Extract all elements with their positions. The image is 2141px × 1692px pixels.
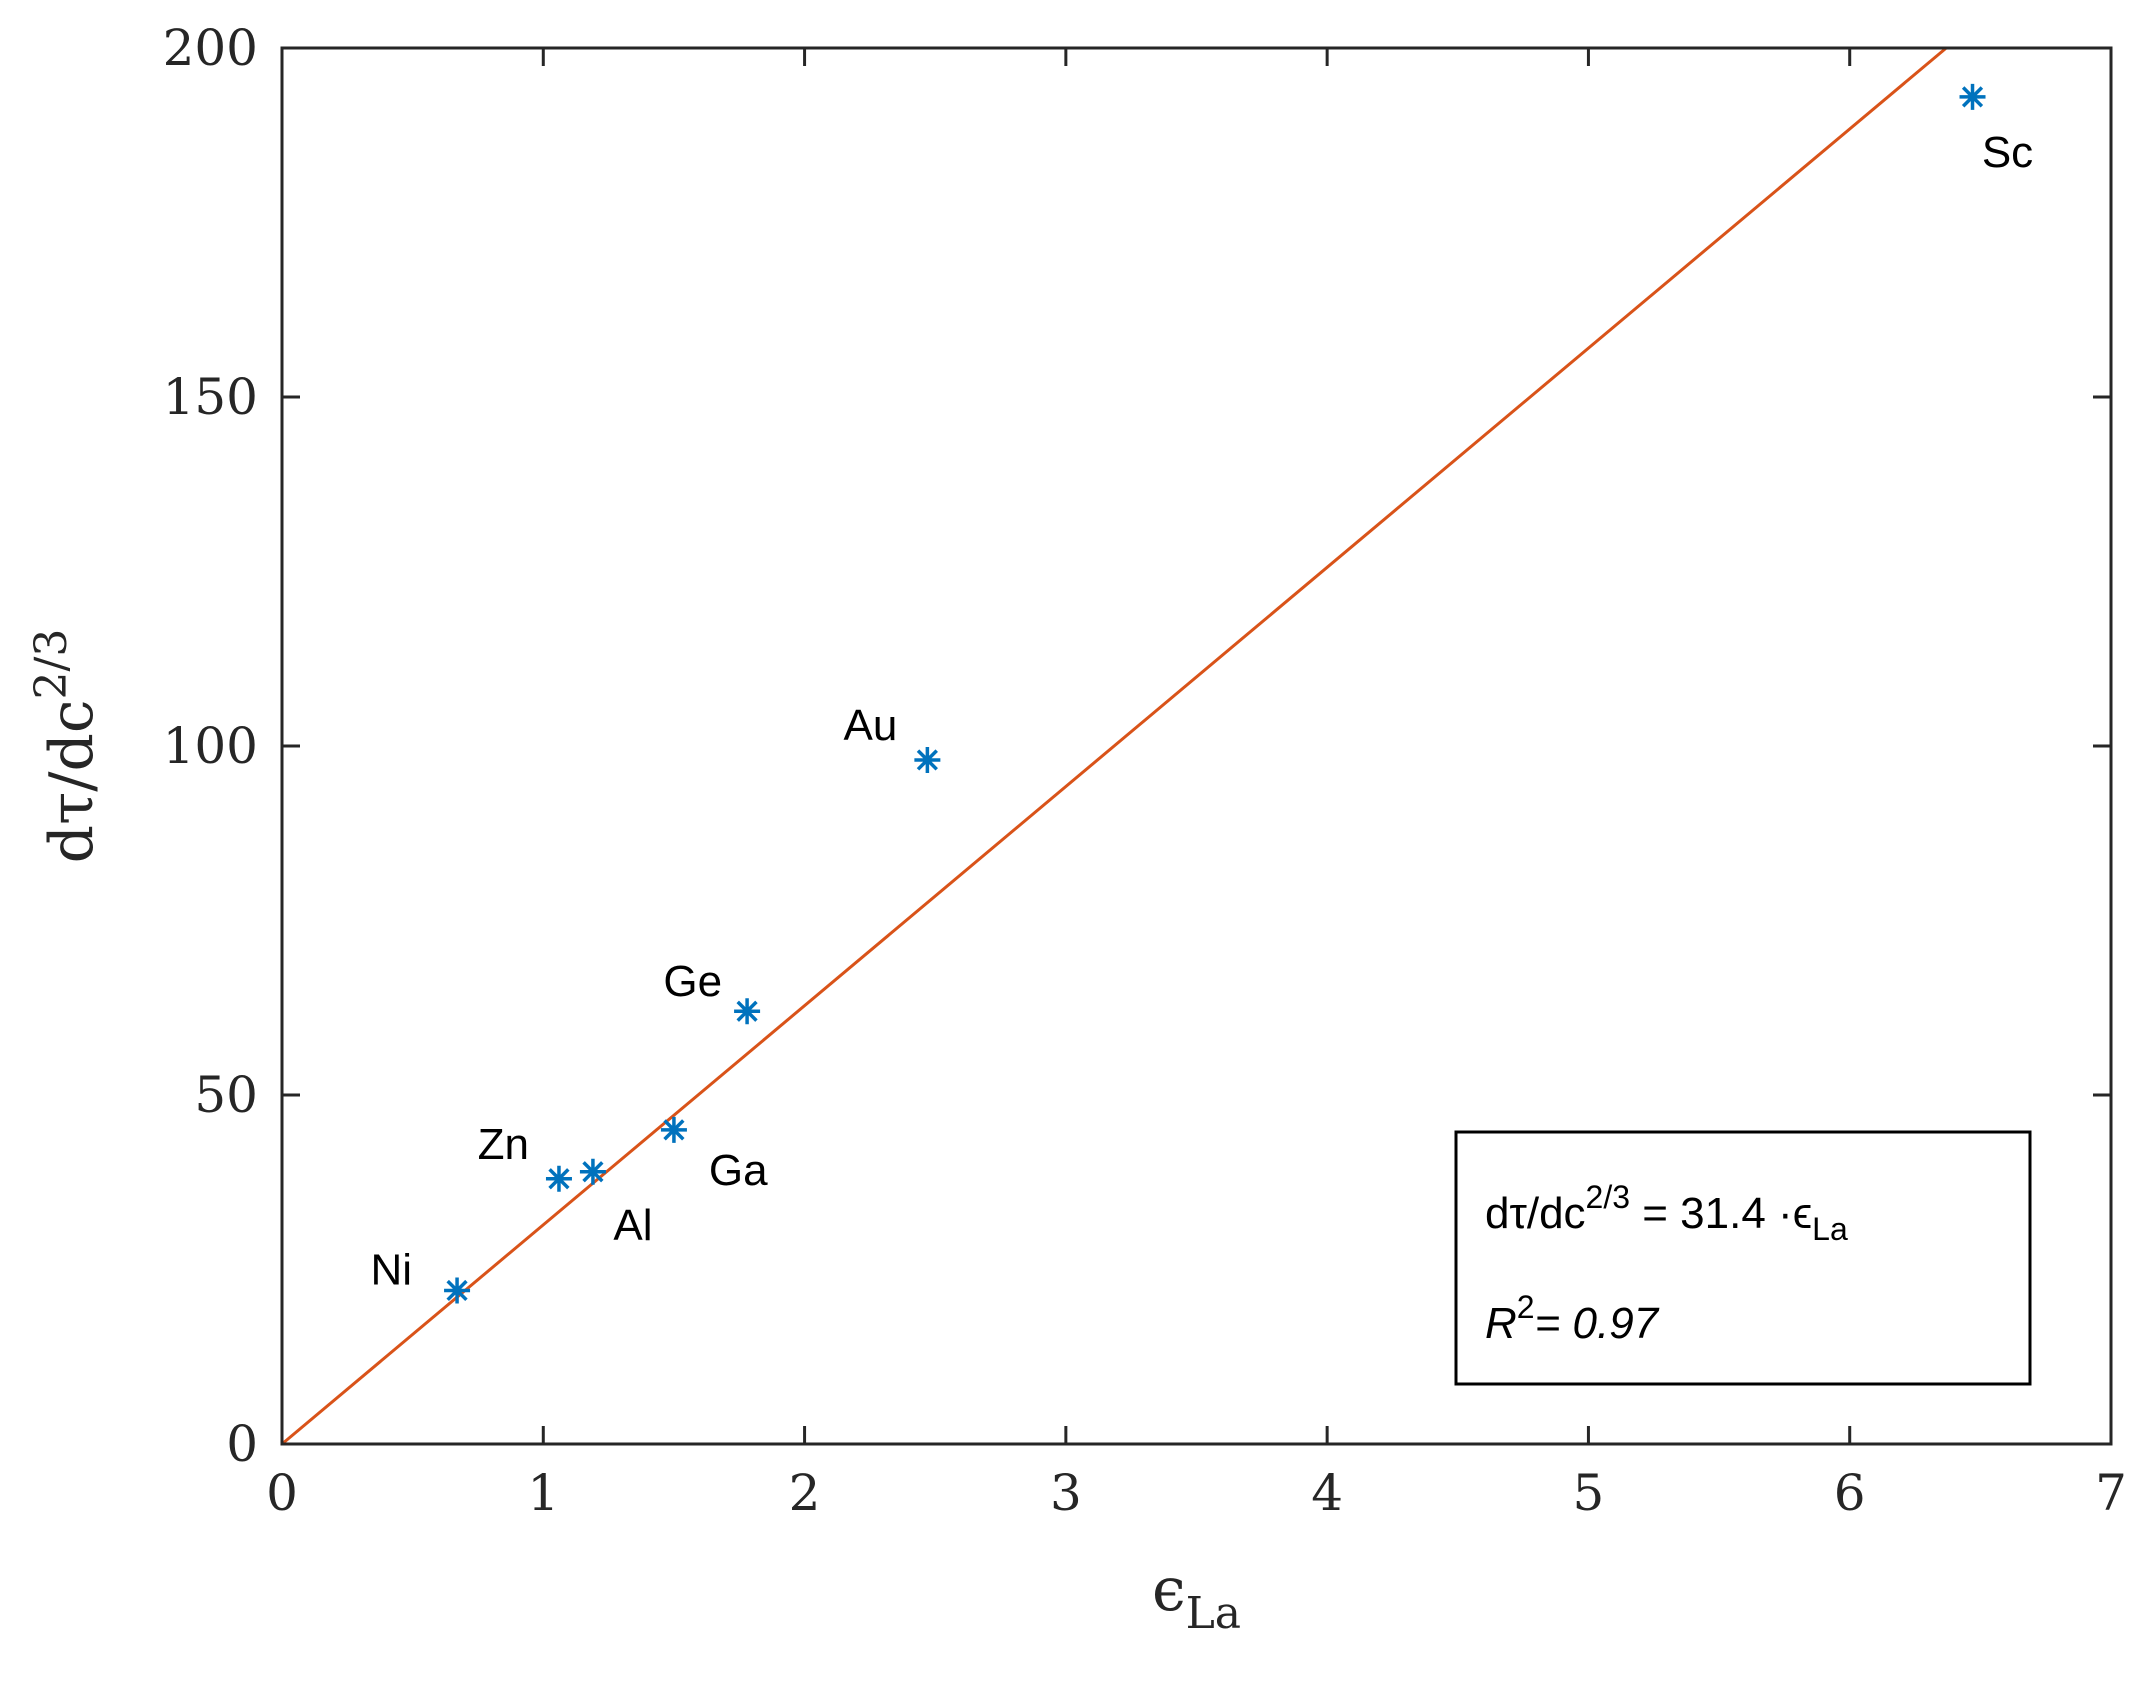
- r-squared-value: = 0.97: [1535, 1299, 1660, 1348]
- point-label: Ga: [709, 1146, 768, 1195]
- x-axis-title-base: ϵ: [1152, 1555, 1186, 1625]
- x-tick-label: 0: [266, 1464, 298, 1522]
- y-tick-label: 200: [163, 19, 258, 77]
- r-squared-sup: 2: [1517, 1289, 1535, 1325]
- y-tick-label: 100: [163, 717, 258, 775]
- x-tick-label: 7: [2095, 1464, 2127, 1522]
- fit-equation-sub: La: [1812, 1211, 1848, 1247]
- y-tick-label: 50: [194, 1066, 258, 1124]
- point-marker: [660, 1116, 687, 1143]
- fit-line: [281, 46, 1948, 1446]
- y-tick-label: 150: [163, 368, 258, 426]
- point-label: Ge: [663, 957, 722, 1006]
- data-point: Ga: [660, 1116, 768, 1195]
- x-tick-label: 4: [1311, 1464, 1343, 1522]
- y-axis-title-base: dτ/dc: [37, 699, 107, 863]
- point-layer: Ni Zn Al Ga Ge Au Sc: [370, 83, 2033, 1304]
- point-marker: [444, 1277, 471, 1304]
- fit-equation-lhs: dτ/dc: [1485, 1189, 1586, 1238]
- fit-equation-rhs: = 31.4 ·ϵ: [1630, 1189, 1812, 1238]
- x-tick-label: 6: [1834, 1464, 1866, 1522]
- point-marker: [579, 1158, 606, 1185]
- point-marker: [545, 1165, 572, 1192]
- data-point: Au: [844, 701, 941, 773]
- fit-line-layer: [281, 46, 1948, 1446]
- data-point: Ge: [663, 957, 761, 1025]
- y-axis-title: dτ/dc2/3: [26, 629, 107, 864]
- point-label: Sc: [1982, 128, 2033, 177]
- x-axis-title-sub: La: [1186, 1588, 1241, 1639]
- tick-layer: 0 1 2 3 4 5 6 7 0 50 100 150 200: [163, 19, 2127, 1522]
- x-tick-label: 3: [1050, 1464, 1082, 1522]
- point-label: Zn: [478, 1120, 529, 1169]
- fit-equation-sup: 2/3: [1586, 1179, 1630, 1215]
- y-tick-label: 0: [226, 1415, 258, 1473]
- y-axis-title-sup: 2/3: [26, 629, 77, 700]
- x-axis-title: ϵLa: [1152, 1555, 1241, 1639]
- data-point: Ni: [370, 1245, 471, 1304]
- r-squared: R2= 0.97: [1485, 1289, 1660, 1348]
- data-point: Al: [579, 1158, 652, 1250]
- point-label: Ni: [370, 1245, 412, 1294]
- r-squared-label: R: [1485, 1299, 1517, 1348]
- x-tick-label: 1: [527, 1464, 559, 1522]
- point-label: Al: [613, 1201, 652, 1250]
- annotation-box: [1454, 1130, 2032, 1386]
- fit-annotation: dτ/dc2/3 = 31.4 ·ϵLa R2= 0.97: [1454, 1130, 2032, 1386]
- x-tick-label: 2: [789, 1464, 821, 1522]
- x-tick-label: 5: [1573, 1464, 1605, 1522]
- data-point: Sc: [1959, 83, 2033, 177]
- point-marker: [734, 998, 761, 1025]
- point-marker: [1959, 83, 1986, 110]
- point-label: Au: [844, 701, 898, 750]
- point-marker: [914, 746, 941, 773]
- fit-equation: dτ/dc2/3 = 31.4 ·ϵLa: [1485, 1179, 1848, 1247]
- data-point: Zn: [478, 1120, 572, 1192]
